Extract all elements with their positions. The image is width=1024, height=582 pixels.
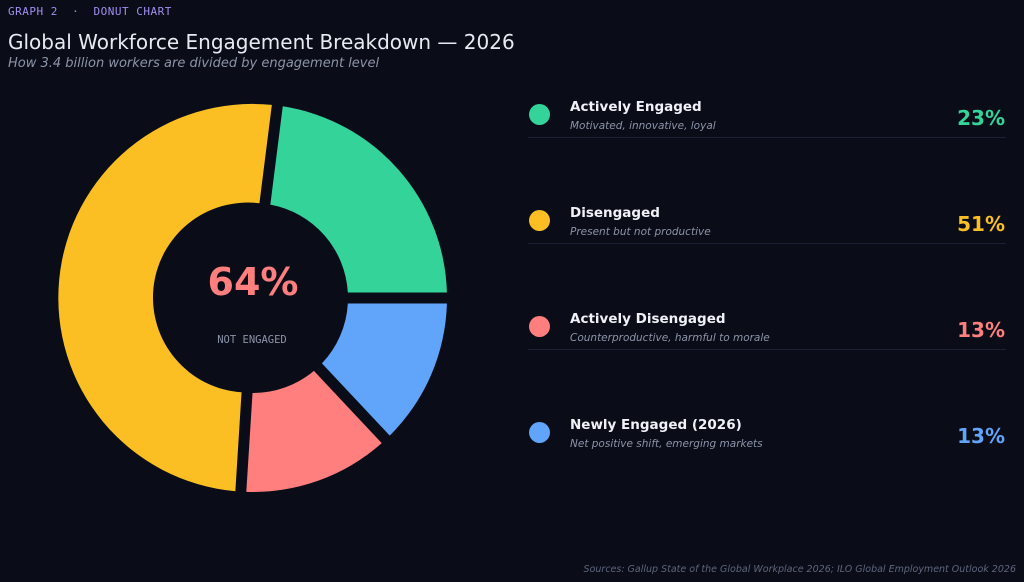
legend-percent: 51% — [957, 212, 1005, 236]
donut-slice-newly-engaged-2026 — [321, 303, 447, 436]
legend-percent: 13% — [957, 424, 1005, 448]
legend-swatch — [529, 210, 550, 231]
chart-title: Global Workforce Engagement Breakdown — … — [8, 30, 515, 54]
donut-slice-disengaged — [58, 103, 272, 492]
legend-item-disengaged: Disengaged Present but not productive 51… — [528, 192, 1006, 298]
donut-chart: 64% NOT ENGAGED — [58, 103, 447, 492]
legend-percent: 23% — [957, 106, 1005, 130]
chart-legend: Actively Engaged Motivated, innovative, … — [528, 86, 1006, 510]
legend-divider — [528, 243, 1006, 244]
legend-description: Net positive shift, emerging markets — [570, 438, 763, 450]
legend-swatch — [529, 104, 550, 125]
legend-description: Motivated, innovative, loyal — [570, 120, 716, 132]
chart-eyebrow: GRAPH 2 · DONUT CHART — [8, 5, 172, 18]
donut-center-label: NOT ENGAGED — [217, 334, 287, 346]
legend-label: Actively Disengaged — [570, 311, 726, 327]
legend-percent: 13% — [957, 318, 1005, 342]
legend-divider — [528, 137, 1006, 138]
legend-item-actively-engaged: Actively Engaged Motivated, innovative, … — [528, 86, 1006, 192]
donut-slices — [58, 103, 447, 492]
donut-slice-actively-disengaged — [246, 370, 382, 492]
chart-source-note: Sources: Gallup State of the Global Work… — [583, 564, 1016, 575]
legend-swatch — [529, 316, 550, 337]
legend-divider — [528, 349, 1006, 350]
legend-swatch — [529, 422, 550, 443]
donut-center-value: 64% — [208, 260, 299, 304]
legend-item-actively-disengaged: Actively Disengaged Counterproductive, h… — [528, 298, 1006, 404]
legend-label: Actively Engaged — [570, 99, 702, 115]
chart-subtitle: How 3.4 billion workers are divided by e… — [8, 56, 380, 71]
legend-label: Newly Engaged (2026) — [570, 417, 742, 433]
legend-description: Present but not productive — [570, 226, 711, 238]
legend-description: Counterproductive, harmful to morale — [570, 332, 770, 344]
legend-item-newly-engaged: Newly Engaged (2026) Net positive shift,… — [528, 404, 1006, 510]
legend-label: Disengaged — [570, 205, 660, 221]
donut-slice-actively-engaged — [270, 106, 447, 293]
